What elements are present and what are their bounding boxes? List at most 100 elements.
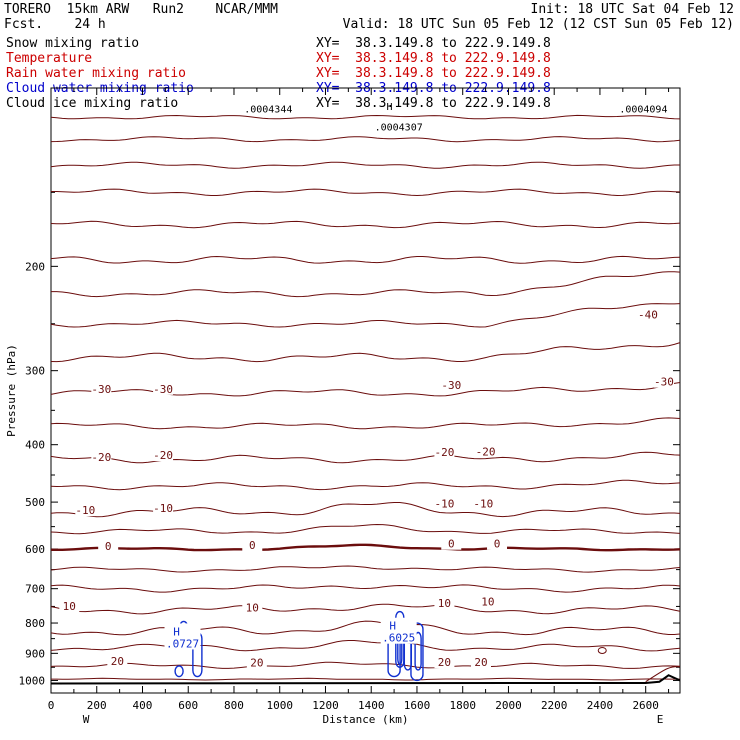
isotherm-label: -20 [434, 446, 454, 459]
init-time: Init: 18 UTC Sat 04 Feb 12 [530, 2, 735, 17]
isotherm-label: 20 [250, 657, 263, 670]
isotherm-label: 20 [438, 656, 451, 669]
y-tick-label: 800 [25, 617, 45, 630]
isotherm-label: 10 [438, 597, 451, 610]
isotherm-label: 0 [448, 538, 455, 551]
top-annotation: H [387, 102, 393, 113]
isotherm-line [50, 303, 681, 328]
cloud-water-contour [174, 665, 184, 678]
legend-field-name: Rain water mixing ratio [6, 66, 187, 81]
isotherm-label: -30 [441, 379, 461, 392]
x-tick-label: 1000 [266, 699, 293, 712]
isotherm-label: 0 [105, 540, 112, 553]
rain-contour [597, 646, 607, 654]
x-tick-label: 800 [224, 699, 244, 712]
isotherm-label-bg [153, 503, 174, 515]
top-annotation: .0004094 [619, 105, 667, 116]
isotherm-label-bg [441, 379, 462, 391]
y-axis-label: Pressure (hPa) [5, 344, 18, 437]
isotherm-line [50, 255, 681, 264]
legend-field-name: Cloud ice mixing ratio [6, 96, 179, 111]
maximum-value: .6025 [382, 632, 415, 645]
isotherm-label-bg [475, 446, 496, 458]
isotherm-line [50, 584, 681, 593]
isotherm-label-bg [153, 450, 174, 462]
isotherm-label-bg [637, 309, 658, 321]
isotherm-line [50, 479, 681, 491]
x-tick-label: 1600 [404, 699, 431, 712]
isotherm-label-bg [98, 540, 119, 552]
isotherm-label: -10 [473, 498, 493, 511]
x-tick-label: 400 [133, 699, 153, 712]
run-title: TORERO 15km ARW Run2 NCAR/MMM [4, 2, 278, 17]
isotherm-line [50, 620, 681, 636]
isotherm-label: -30 [91, 383, 111, 396]
isotherm-label-bg [434, 498, 455, 510]
isotherm-label-bg [434, 447, 455, 459]
isotherm-label-bg [434, 597, 455, 609]
isotherm-label-bg [242, 602, 263, 614]
isotherm-label-bg [153, 383, 174, 395]
forecast-hour: Fcst. 24 h [4, 17, 106, 32]
isotherm-label: -20 [153, 449, 173, 462]
isotherm-label: -20 [91, 451, 111, 464]
isotherm-label: 10 [246, 602, 259, 615]
isotherm-line [50, 502, 681, 518]
plot-frame [50, 87, 681, 694]
legend-field-xy: XY= 38.3.149.8 to 222.9.149.8 [316, 51, 551, 66]
isotherm-label-bg [91, 451, 112, 463]
cloud-water-contour [414, 631, 422, 671]
isotherm-label-bg [473, 498, 494, 510]
legend-field-xy: XY= 38.3.149.8 to 222.9.149.8 [316, 96, 551, 111]
y-tick-label: 600 [25, 543, 45, 556]
isotherm-label-bg [653, 376, 674, 388]
isotherm-line [50, 220, 681, 229]
isotherm-label-bg [91, 383, 112, 395]
x-tick-label: 2200 [541, 699, 568, 712]
y-tick-label: 300 [25, 365, 45, 378]
cloud-water-contour [410, 622, 424, 682]
y-tick-label: 900 [25, 647, 45, 660]
legend-field-xy: XY= 38.3.149.8 to 222.9.149.8 [316, 36, 551, 51]
isotherm-label: -10 [434, 498, 454, 511]
x-axis-label: Distance (km) [322, 713, 408, 726]
isotherm-line [51, 543, 681, 552]
isotherm-label: 10 [481, 595, 494, 608]
isotherm-line [50, 114, 681, 120]
east-label: E [657, 713, 664, 726]
isotherm-label-bg [242, 540, 263, 552]
isotherm-line [50, 136, 681, 143]
maximum-label-bg [380, 617, 417, 644]
isotherm-line [50, 451, 681, 464]
isotherm-label-bg [75, 505, 96, 517]
isotherm-label: 0 [249, 539, 256, 552]
x-tick-label: 1200 [312, 699, 339, 712]
isotherm-line [50, 417, 681, 430]
maximum-symbol: H [389, 620, 396, 633]
isotherm-line [645, 666, 681, 683]
y-tick-label: 700 [25, 583, 45, 596]
isotherm-label-bg [107, 656, 128, 668]
isotherm-label-bg [441, 538, 462, 550]
y-tick-label: 500 [25, 496, 45, 509]
x-tick-label: 200 [87, 699, 107, 712]
isotherm-line [50, 161, 680, 169]
west-label: W [83, 713, 90, 726]
isotherm-line [50, 640, 681, 652]
legend-field-xy: XY= 38.3.149.8 to 222.9.149.8 [316, 66, 551, 81]
x-tick-label: 0 [48, 699, 55, 712]
isotherm-line [51, 271, 681, 298]
maximum-value: .0727 [166, 637, 199, 650]
x-tick-label: 600 [178, 699, 198, 712]
legend-field-name: Snow mixing ratio [6, 36, 140, 51]
isotherm-line [51, 677, 680, 681]
maximum-symbol: H [173, 625, 180, 638]
isotherm-label-bg [477, 596, 498, 608]
y-tick-label: 200 [25, 260, 45, 273]
x-tick-label: 2400 [587, 699, 614, 712]
isotherm-line [50, 565, 681, 573]
y-tick-label: 400 [25, 439, 45, 452]
top-annotation: .0004344 [244, 105, 292, 116]
isotherm-label: -20 [476, 445, 496, 458]
isotherm-label: -30 [654, 376, 674, 389]
